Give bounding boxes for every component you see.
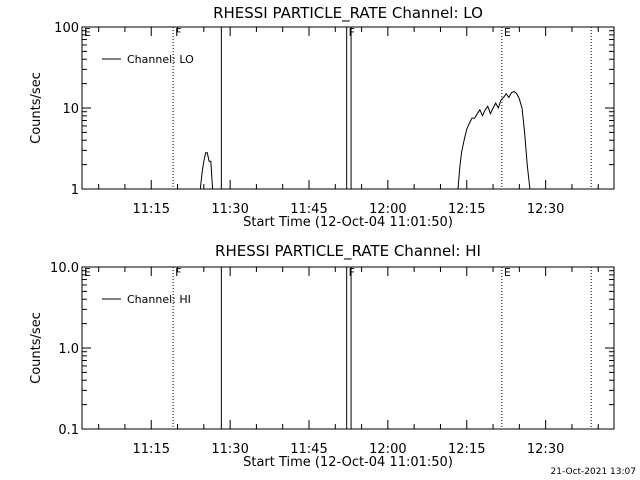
event-marker-label: E: [84, 26, 91, 39]
event-marker-label: E: [504, 26, 511, 39]
event-marker-label: F: [175, 266, 181, 279]
x-tick-label: 12:15: [448, 442, 485, 457]
plot-frame: [81, 26, 615, 190]
legend-label: Channel: HI: [127, 293, 191, 306]
event-marker-label: E: [504, 266, 511, 279]
x-tick-label: 11:15: [133, 202, 170, 217]
x-axis-label: Start Time (12-Oct-04 11:01:50): [243, 215, 453, 230]
y-tick-label: 10: [62, 102, 79, 117]
series-line: [199, 152, 214, 190]
footer-date: 21-Oct-2021 13:07: [551, 467, 636, 477]
x-tick-label: 11:30: [211, 442, 248, 457]
event-marker-label: F: [349, 266, 355, 279]
legend-label: Channel: LO: [127, 53, 194, 66]
lo-channel-panel: RHESSI PARTICLE_RATE Channel: LO 1 10 100 11…: [29, 4, 615, 230]
y-tick-label: 0.1: [58, 423, 79, 438]
y-axis-label: Counts/sec: [29, 72, 44, 144]
x-tick-label: 12:00: [369, 202, 406, 217]
x-tick-label: 12:30: [527, 202, 564, 217]
y-tick-label: 10.0: [50, 261, 79, 276]
y-tick-label: 100: [54, 21, 79, 36]
x-tick-label: 11:45: [290, 202, 327, 217]
series-line: [457, 90, 531, 190]
hi-channel-panel: RHESSI PARTICLE_RATE Channel: HI 0.1 1.0 10…: [29, 242, 615, 470]
y-axis-label: Counts/sec: [29, 312, 44, 384]
chart-title: RHESSI PARTICLE_RATE Channel: HI: [215, 242, 481, 261]
x-tick-label: 12:15: [448, 202, 485, 217]
y-tick-label: 1.0: [58, 342, 79, 357]
event-marker-label: F: [175, 26, 181, 39]
y-tick-label: 1: [71, 183, 79, 198]
x-tick-label: 11:45: [290, 442, 327, 457]
x-axis-label: Start Time (12-Oct-04 11:01:50): [243, 455, 453, 470]
event-marker-label: E: [84, 266, 91, 279]
plot-frame: [81, 266, 615, 430]
x-tick-label: 11:15: [133, 442, 170, 457]
x-tick-label: 12:00: [369, 442, 406, 457]
event-marker-label: F: [349, 26, 355, 39]
x-tick-label: 11:30: [211, 202, 248, 217]
x-tick-label: 12:30: [527, 442, 564, 457]
chart-title: RHESSI PARTICLE_RATE Channel: LO: [213, 4, 483, 23]
